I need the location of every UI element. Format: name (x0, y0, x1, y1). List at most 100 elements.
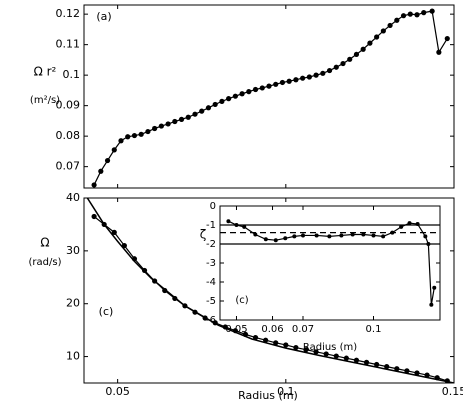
plot-frame (83, 4, 455, 189)
data-point (343, 355, 349, 361)
data-point (340, 60, 346, 67)
series-group (86, 198, 454, 383)
data-point (414, 12, 420, 18)
y-tick-label: 0 (210, 201, 216, 212)
data-point (125, 134, 131, 140)
y-tick-label: 20 (66, 297, 80, 310)
data-point (192, 111, 198, 117)
data-point (360, 46, 366, 52)
data-point (333, 64, 339, 70)
data-point (407, 11, 413, 17)
data-point (158, 123, 164, 129)
data-point (263, 237, 268, 242)
x-tick-label: 0.1 (277, 385, 295, 398)
data-point (205, 105, 212, 111)
y-tick-label: 30 (66, 244, 80, 257)
data-point (279, 79, 286, 86)
data-point (226, 96, 232, 102)
data-point (178, 116, 185, 122)
data-point (273, 340, 279, 346)
data-point (172, 118, 178, 125)
data-point (436, 49, 442, 55)
data-point (145, 128, 151, 135)
y-tick-label: -2 (206, 239, 216, 250)
plot-frame (219, 205, 441, 321)
data-point (212, 101, 218, 108)
data-point (347, 56, 353, 62)
data-point (300, 75, 306, 81)
data-point (390, 230, 395, 235)
data-point (111, 147, 117, 153)
x-tick-label: 0.06 (261, 324, 283, 335)
data-point (444, 35, 450, 42)
data-point (152, 125, 158, 132)
data-point (283, 342, 289, 348)
data-point (429, 302, 434, 307)
data-point (407, 221, 412, 226)
data-point (429, 8, 435, 14)
data-point (165, 121, 171, 127)
data-point (273, 238, 278, 243)
y-tick-label: 40 (66, 191, 80, 204)
x-tick-label: 0.15 (442, 385, 463, 398)
series-group (226, 219, 437, 307)
data-point (293, 77, 299, 83)
x-tick-label: 0.05 (105, 385, 130, 398)
data-point (371, 233, 376, 238)
data-point (234, 223, 239, 227)
data-point (381, 234, 386, 239)
data-point (333, 353, 339, 359)
data-point (239, 91, 245, 97)
data-point (253, 232, 258, 237)
data-point (374, 361, 380, 368)
data-point (400, 13, 407, 19)
series-line (86, 198, 454, 383)
data-point (118, 138, 124, 144)
data-point (327, 234, 332, 239)
data-point (313, 349, 319, 355)
data-point (266, 83, 272, 89)
y-tick-label: 10 (66, 350, 80, 363)
data-point (426, 242, 431, 246)
y-tick-label: 0.08 (56, 129, 81, 142)
data-point (350, 232, 355, 237)
data-point (384, 364, 390, 370)
y-tick-label: 0.09 (56, 99, 81, 112)
data-point (226, 219, 231, 224)
y-tick-label: -1 (206, 220, 216, 231)
data-point (339, 233, 344, 238)
panel-label: (c) (99, 305, 114, 318)
data-point (363, 359, 370, 365)
data-point (219, 98, 225, 104)
data-point (232, 93, 238, 99)
data-point (367, 40, 373, 46)
data-point (394, 366, 400, 372)
data-point (293, 344, 299, 351)
y-tick-label: -5 (206, 296, 216, 307)
data-point (131, 132, 138, 139)
x-tick-label: 0.05 (225, 324, 247, 335)
data-point (424, 372, 430, 378)
data-point (91, 213, 97, 220)
y-axis-label: ζ (200, 228, 207, 242)
y-axis-label: Ω (40, 236, 49, 250)
data-point (374, 34, 380, 40)
data-point (423, 234, 428, 239)
y-tick-label: 0.07 (56, 160, 81, 173)
panel-label: (c) (235, 295, 248, 306)
x-tick-label: 0.1 (366, 324, 382, 335)
data-point (283, 236, 288, 241)
data-point (303, 347, 309, 353)
data-point (314, 233, 319, 238)
data-point (185, 114, 191, 120)
data-point (404, 368, 410, 374)
data-point (199, 108, 205, 114)
data-point (361, 232, 366, 237)
data-point (263, 337, 269, 343)
data-point (300, 233, 305, 238)
data-point (286, 78, 292, 84)
data-point (252, 334, 259, 341)
y-tick-label: 0.11 (56, 38, 81, 51)
data-point (432, 285, 437, 290)
